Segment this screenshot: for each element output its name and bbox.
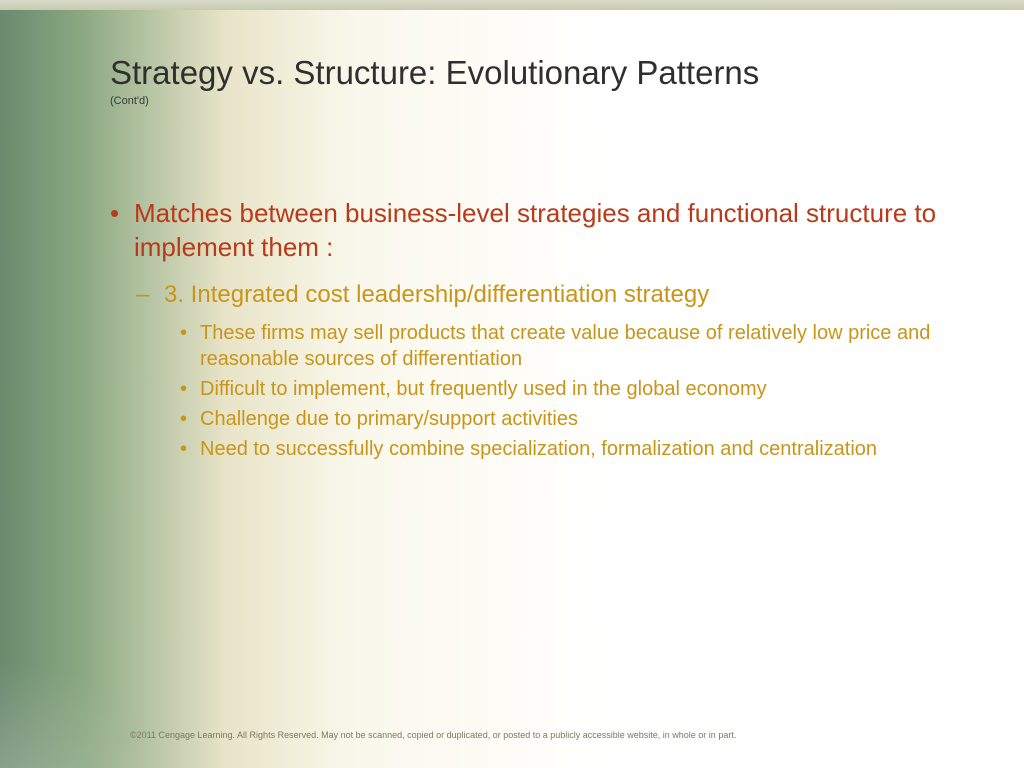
slide-title: Strategy vs. Structure: Evolutionary Pat… [110,55,984,91]
bullet-level2: 3. Integrated cost leadership/differenti… [136,279,984,310]
slide-body: Matches between business-level strategie… [110,197,984,462]
slide: Strategy vs. Structure: Evolutionary Pat… [0,0,1024,768]
slide-content: Strategy vs. Structure: Evolutionary Pat… [110,55,984,466]
bullet-level3: Difficult to implement, but frequently u… [180,376,984,402]
bullet-level3: Challenge due to primary/support activit… [180,406,984,432]
bullet-level3: These firms may sell products that creat… [180,320,984,372]
bullet-level3: Need to successfully combine specializat… [180,436,984,462]
top-border [0,0,1024,10]
slide-subtitle: (Cont'd) [110,95,984,107]
copyright-text: ©2011 Cengage Learning. All Rights Reser… [130,730,984,740]
bullet-level1: Matches between business-level strategie… [110,197,984,265]
